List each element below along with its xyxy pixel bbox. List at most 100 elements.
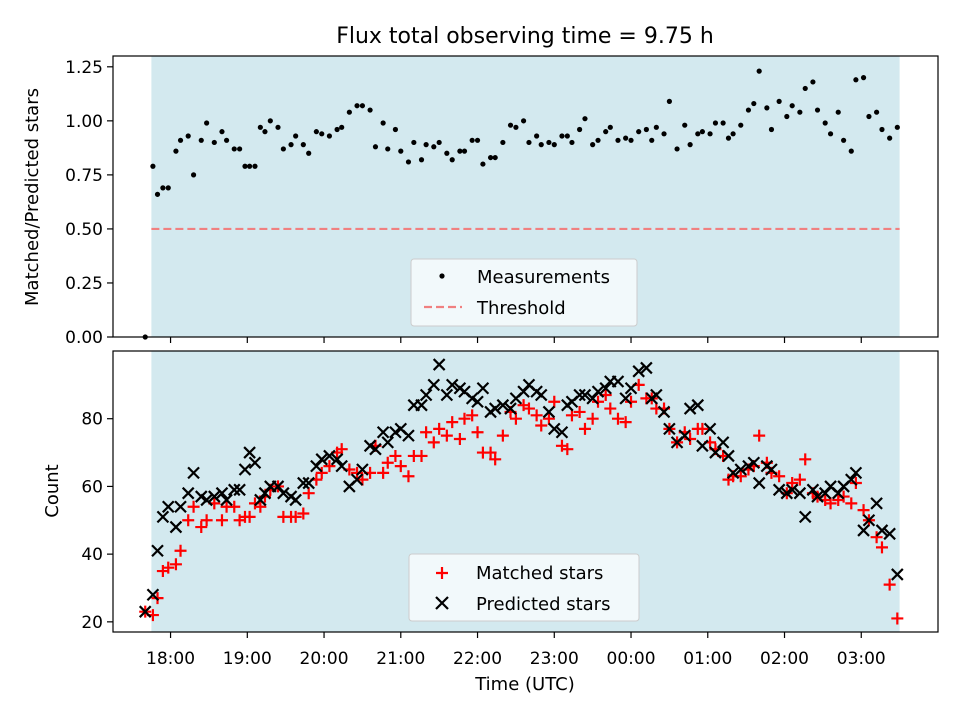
measurement-point [628, 137, 634, 143]
measurement-point [546, 139, 552, 146]
measurement-point [649, 137, 655, 143]
matched-star-point [458, 412, 471, 425]
predicted-star-point [227, 483, 241, 497]
measurement-point [730, 131, 736, 137]
x-tick-label: 21:00 [376, 649, 425, 669]
predicted-star-point [496, 398, 510, 412]
predicted-star-point [663, 422, 676, 436]
predicted-star-point [427, 378, 441, 392]
chart-title: Flux total observing time = 9.75 h [336, 24, 714, 49]
measurement-point [492, 154, 498, 161]
predicted-star-point [323, 449, 336, 463]
measurement-point [784, 113, 790, 120]
predicted-star-point [632, 365, 645, 378]
measurement-point [764, 105, 770, 111]
predicted-star-point [619, 392, 632, 405]
matched-star-point [243, 510, 256, 523]
predicted-star-point [381, 436, 395, 449]
predicted-star-point [573, 388, 586, 402]
matched-star-point [420, 426, 433, 439]
matched-star-point [696, 422, 709, 435]
measurement-point [160, 185, 166, 191]
measurement-point [661, 131, 667, 137]
measurement-point [577, 126, 583, 133]
predicted-star-point [534, 388, 548, 402]
predicted-star-point [156, 510, 170, 524]
measurement-point [687, 142, 693, 148]
predicted-star-point [734, 463, 748, 476]
predicted-star-point [200, 493, 213, 507]
predicted-star-point [785, 483, 799, 497]
measurement-point [150, 163, 156, 169]
measurement-point [513, 124, 519, 130]
predicted-star-point [415, 398, 428, 412]
matched-star-point [215, 514, 228, 527]
predicted-star-point [208, 490, 221, 503]
predicted-star-point [870, 497, 883, 510]
measurement-point [603, 129, 609, 135]
measurement-point [372, 144, 379, 150]
measurement-point [469, 137, 475, 143]
measurement-point [674, 146, 680, 152]
measurement-point [219, 129, 225, 135]
predicted-star-point [248, 456, 262, 470]
matched-star-point [509, 412, 522, 425]
predicted-star-point [555, 425, 569, 439]
predicted-star-point [716, 436, 730, 449]
predicted-star-point [215, 486, 229, 500]
predicted-star-point [187, 466, 200, 480]
predicted-star-point [146, 588, 160, 602]
y-tick-label: 60 [81, 477, 103, 497]
legend-predicted-marker [435, 596, 449, 610]
predicted-star-point [722, 449, 735, 463]
matched-star-point [870, 531, 883, 544]
measurement-point [507, 122, 514, 128]
measurement-point [237, 146, 243, 152]
matched-star-point [484, 446, 497, 459]
measurement-point [538, 142, 544, 148]
y-tick-label: 1.00 [65, 112, 103, 132]
x-tick-label: 20:00 [300, 649, 349, 669]
measurement-point [165, 185, 171, 191]
measurement-point [810, 79, 816, 85]
matched-star-point [195, 521, 208, 534]
predicted-star-point [277, 486, 290, 500]
matched-star-point [402, 470, 415, 483]
predicted-star-point [138, 605, 152, 618]
predicted-star-point [297, 476, 310, 490]
top-xticks-layer [169, 337, 862, 343]
predicted-star-point [793, 486, 807, 500]
bottom-ylabel: Count [42, 464, 63, 517]
measurement-point [520, 118, 527, 124]
predicted-star-point [678, 429, 692, 442]
matched-star-point [857, 504, 870, 517]
measurement-point [313, 129, 319, 135]
predicted-star-point [289, 493, 302, 507]
predicted-star-point [220, 493, 233, 507]
matched-star-point [315, 466, 328, 479]
top-yticks-layer: 0.00 0.25 0.50 0.75 1.00 1.25 [65, 58, 113, 348]
matched-star-point [381, 456, 394, 469]
measurement-point [526, 139, 532, 146]
matched-star-point [611, 412, 624, 425]
matched-star-point [799, 453, 812, 466]
matched-star-point [548, 395, 561, 408]
x-tick-label: 18:00 [146, 649, 195, 669]
measurement-point [756, 68, 762, 74]
predicted-star-point [243, 446, 256, 459]
matched-star-point [200, 514, 213, 527]
predicted-star-point [330, 453, 344, 466]
measurement-point [636, 129, 642, 135]
measurement-point [559, 133, 565, 139]
x-axis-label: Time (UTC) [474, 674, 575, 695]
legend-measurements-label: Measurements [477, 267, 610, 288]
x-tick-label: 03:00 [837, 649, 886, 669]
predicted-star-point [151, 544, 164, 558]
predicted-star-point [624, 381, 638, 395]
measurement-point [551, 142, 557, 148]
predicted-star-point [315, 453, 329, 466]
measurement-point [643, 126, 649, 133]
predicted-star-point [432, 358, 446, 371]
predicted-star-point [747, 456, 761, 470]
y-tick-label: 0.00 [65, 328, 103, 348]
